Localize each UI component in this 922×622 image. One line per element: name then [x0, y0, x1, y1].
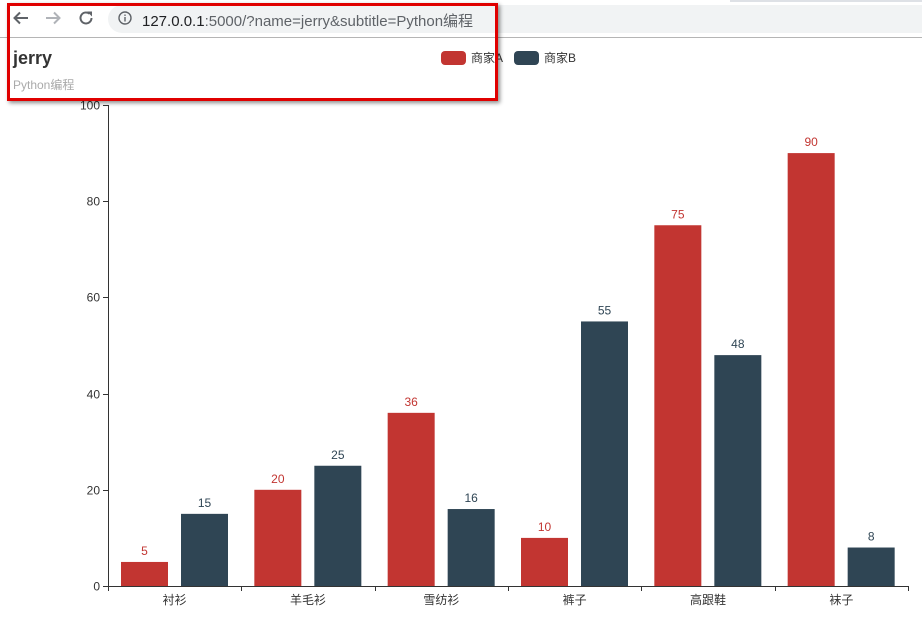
tabstrip-edge [730, 0, 922, 2]
bar-value-label: 25 [331, 448, 345, 462]
url-text[interactable]: 127.0.0.1:5000/?name=jerry&subtitle=Pyth… [142, 13, 474, 30]
bar-b [847, 547, 895, 586]
bar-b [447, 509, 495, 586]
reload-button[interactable] [74, 6, 98, 30]
bar-a [254, 489, 302, 586]
bar-b [581, 321, 628, 586]
chart-title: jerry [13, 48, 53, 68]
bar-value-label: 5 [141, 544, 148, 558]
legend-swatch-b [514, 50, 539, 65]
x-tick-label: 雪纺衫 [423, 593, 459, 607]
arrow-left-icon [13, 11, 28, 25]
arrow-right-icon [46, 11, 61, 25]
bar-a [521, 537, 568, 586]
bar-value-label: 8 [868, 530, 875, 544]
bar-a [654, 225, 702, 586]
back-button[interactable] [9, 6, 33, 30]
bar-a [387, 412, 435, 586]
y-tick-label: 0 [93, 580, 100, 594]
bar-value-label: 20 [271, 472, 285, 486]
y-tick-label: 80 [87, 195, 101, 209]
legend-swatch-a [441, 50, 466, 65]
x-tick-label: 袜子 [829, 593, 853, 607]
y-tick-label: 20 [87, 484, 101, 498]
bar-a [787, 153, 835, 586]
y-tick-label: 100 [80, 99, 100, 113]
y-tick-label: 60 [87, 291, 101, 305]
y-tick-label: 40 [87, 388, 101, 402]
bar-value-label: 15 [198, 496, 212, 510]
bar-value-label: 55 [598, 303, 612, 317]
info-icon[interactable] [118, 11, 132, 25]
legend-label-b: 商家B [544, 51, 577, 65]
bar-value-label: 75 [671, 207, 685, 221]
x-tick-label: 裤子 [563, 593, 587, 607]
browser-toolbar: 127.0.0.1:5000/?name=jerry&subtitle=Pyth… [0, 0, 922, 38]
reload-icon [79, 11, 93, 25]
forward-button[interactable] [41, 6, 65, 30]
bar-value-label: 10 [538, 520, 552, 534]
bar-b [181, 513, 228, 586]
bar-value-label: 90 [804, 135, 818, 149]
bar-b [314, 465, 362, 586]
bar-a [121, 561, 168, 586]
bar-value-label: 48 [731, 337, 745, 351]
x-tick-label: 高跟鞋 [690, 592, 726, 607]
legend-item-b[interactable]: 商家B [514, 49, 576, 66]
x-tick-label: 衬衫 [163, 593, 187, 607]
x-tick-label: 羊毛衫 [290, 592, 326, 607]
bar-b [714, 355, 762, 586]
bar-value-label: 36 [404, 395, 418, 409]
address-bar[interactable]: 127.0.0.1:5000/?name=jerry&subtitle=Pyth… [108, 5, 922, 33]
bar-value-label: 16 [464, 491, 478, 505]
chart-subtitle: Python编程 [13, 78, 75, 92]
